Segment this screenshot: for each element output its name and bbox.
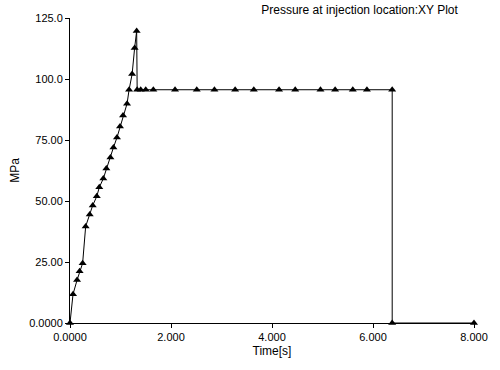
svg-text:6.000: 6.000: [359, 331, 387, 343]
svg-text:75.00: 75.00: [35, 134, 63, 146]
svg-text:25.00: 25.00: [35, 256, 63, 268]
svg-text:2.000: 2.000: [157, 331, 185, 343]
svg-text:0.0000: 0.0000: [29, 317, 63, 329]
svg-text:Pressure at injection location: Pressure at injection location:XY Plot: [261, 3, 458, 17]
svg-text:0.0000: 0.0000: [53, 331, 87, 343]
svg-text:125.0: 125.0: [35, 12, 63, 24]
svg-text:Time[s]: Time[s]: [253, 344, 292, 358]
svg-text:MPa: MPa: [8, 158, 22, 183]
svg-text:100.0: 100.0: [35, 73, 63, 85]
svg-text:8.000: 8.000: [460, 331, 488, 343]
svg-text:4.000: 4.000: [258, 331, 286, 343]
svg-text:50.00: 50.00: [35, 195, 63, 207]
